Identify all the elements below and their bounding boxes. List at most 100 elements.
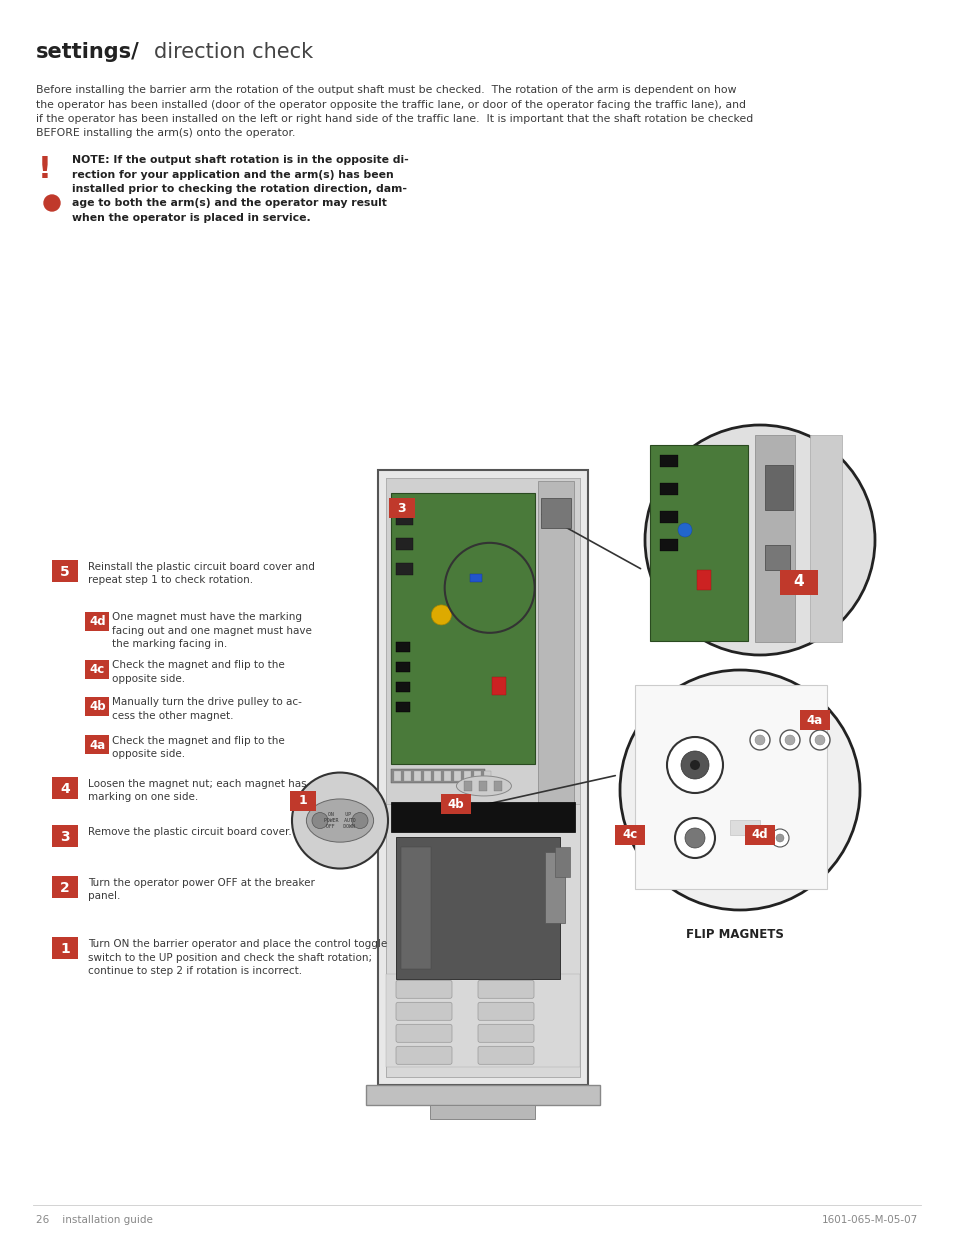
Bar [414, 771, 420, 781]
Bar [403, 771, 411, 781]
Bar [809, 435, 841, 642]
Bar [389, 498, 415, 517]
Bar [697, 571, 710, 590]
Text: 1: 1 [298, 794, 307, 806]
Circle shape [684, 827, 704, 848]
Bar [395, 563, 413, 576]
Bar [659, 454, 678, 467]
Bar [386, 974, 579, 1067]
Text: age to both the arm(s) and the operator may result: age to both the arm(s) and the operator … [71, 199, 387, 209]
Bar [649, 445, 747, 641]
Bar [395, 837, 559, 978]
Circle shape [754, 735, 764, 745]
Text: 1: 1 [60, 942, 70, 956]
Text: 5: 5 [60, 564, 70, 578]
Bar [377, 471, 587, 1086]
Text: 1601-065-M-05-07: 1601-065-M-05-07 [821, 1215, 917, 1225]
Circle shape [644, 425, 874, 655]
FancyBboxPatch shape [395, 1003, 452, 1020]
Bar [463, 781, 472, 790]
Text: Remove the plastic circuit board cover.: Remove the plastic circuit board cover. [88, 827, 292, 837]
Text: 4a: 4a [89, 739, 106, 752]
Bar [492, 677, 505, 695]
FancyBboxPatch shape [477, 1003, 534, 1020]
Text: Turn ON the barrier operator and place the control toggle: Turn ON the barrier operator and place t… [88, 940, 387, 950]
Bar [470, 574, 481, 582]
Text: 4a: 4a [806, 714, 822, 726]
Bar [430, 1105, 535, 1119]
Text: 3: 3 [60, 830, 70, 844]
Circle shape [619, 671, 859, 910]
Circle shape [44, 195, 60, 211]
Text: Check the magnet and flip to the: Check the magnet and flip to the [112, 736, 285, 746]
Text: continue to step 2 if rotation is incorrect.: continue to step 2 if rotation is incorr… [88, 967, 302, 977]
Text: the marking facing in.: the marking facing in. [112, 640, 228, 650]
Text: Turn the operator power OFF at the breaker: Turn the operator power OFF at the break… [88, 878, 314, 888]
Text: 4b: 4b [89, 700, 106, 714]
Text: 3: 3 [397, 501, 406, 515]
Text: 4d: 4d [751, 829, 767, 841]
Bar [478, 781, 486, 790]
Bar [555, 847, 569, 877]
Circle shape [745, 826, 763, 844]
Bar [51, 876, 78, 898]
Text: 4b: 4b [447, 798, 464, 810]
Circle shape [775, 834, 783, 842]
Circle shape [814, 735, 824, 745]
Bar [440, 794, 471, 814]
Text: Check the magnet and flip to the: Check the magnet and flip to the [112, 661, 285, 671]
Text: ON    UP
POWER  AUTO
OFF   DOWN: ON UP POWER AUTO OFF DOWN [324, 813, 355, 829]
Bar [290, 790, 315, 810]
Text: facing out and one magnet must have: facing out and one magnet must have [112, 626, 312, 636]
Bar [400, 847, 431, 968]
Circle shape [809, 730, 829, 750]
Circle shape [784, 735, 794, 745]
Bar [659, 511, 678, 522]
Circle shape [352, 813, 368, 829]
FancyBboxPatch shape [477, 981, 534, 998]
Text: !: ! [38, 156, 51, 184]
Text: marking on one side.: marking on one side. [88, 793, 198, 803]
Circle shape [680, 751, 708, 779]
Bar [635, 685, 826, 889]
Bar [754, 435, 794, 642]
Bar [463, 771, 471, 781]
Text: Loosen the magnet nut; each magnet has a: Loosen the magnet nut; each magnet has a [88, 779, 315, 789]
Text: 4d: 4d [89, 615, 106, 629]
Bar [615, 825, 644, 845]
Bar [395, 701, 410, 713]
Bar [85, 735, 110, 755]
Text: 2: 2 [60, 881, 70, 894]
Bar [764, 545, 789, 571]
FancyBboxPatch shape [395, 1046, 452, 1065]
Bar [780, 571, 817, 595]
Text: BEFORE installing the arm(s) onto the operator.: BEFORE installing the arm(s) onto the op… [36, 128, 295, 138]
Circle shape [675, 818, 714, 858]
Bar [659, 538, 678, 551]
Text: NOTE: If the output shaft rotation is in the opposite di-: NOTE: If the output shaft rotation is in… [71, 156, 408, 165]
Circle shape [312, 813, 328, 829]
Bar [800, 710, 829, 730]
Bar [454, 771, 460, 781]
Bar [544, 852, 564, 923]
Text: direction check: direction check [153, 42, 313, 62]
Bar [434, 771, 440, 781]
Text: One magnet must have the marking: One magnet must have the marking [112, 613, 302, 622]
Text: settings/: settings/ [36, 42, 139, 62]
Text: opposite side.: opposite side. [112, 750, 185, 760]
Bar [51, 937, 78, 960]
Bar [744, 825, 774, 845]
Circle shape [750, 831, 759, 839]
Bar [483, 771, 491, 781]
Bar [51, 825, 78, 847]
Circle shape [749, 730, 769, 750]
Bar [494, 781, 501, 790]
Bar [423, 771, 431, 781]
Text: opposite side.: opposite side. [112, 674, 185, 684]
Text: 4c: 4c [621, 829, 637, 841]
Bar [395, 642, 410, 652]
Bar [85, 659, 110, 679]
Ellipse shape [456, 776, 511, 795]
FancyBboxPatch shape [395, 1024, 452, 1042]
Bar [85, 611, 110, 631]
